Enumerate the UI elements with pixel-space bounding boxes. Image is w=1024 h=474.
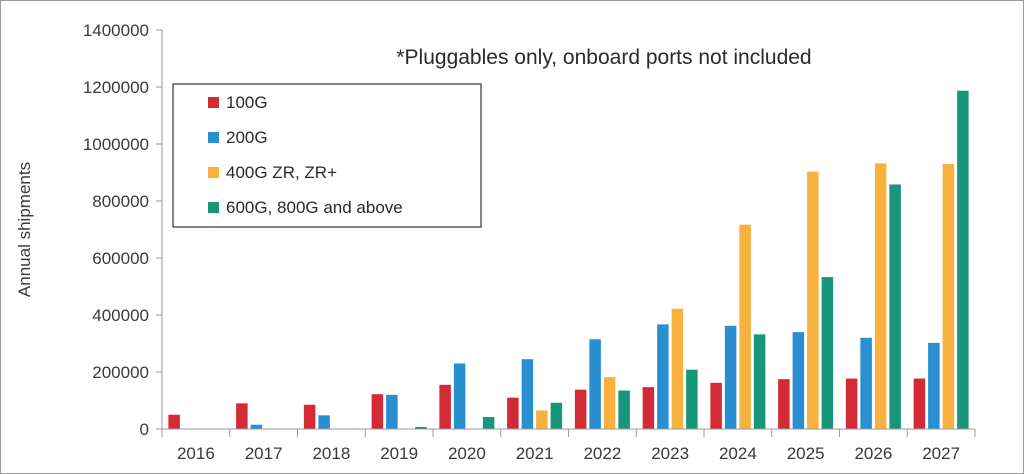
legend-label: 400G ZR, ZR+ [226, 163, 337, 182]
x-axis-ticks: 2016 2017 2018 2019 2020 2021 2022 2023 2024 2025… [177, 444, 960, 463]
bars [168, 90, 969, 430]
bar [657, 324, 669, 429]
bar [536, 410, 548, 429]
y-axis-label: Annual shipments [15, 162, 34, 297]
bar [860, 337, 872, 429]
bar [957, 90, 969, 429]
bar [550, 402, 563, 429]
legend: 100G 200G 400G ZR, ZR+ 600G, 800G and above [172, 83, 482, 228]
bar [913, 378, 926, 429]
bar [574, 389, 587, 429]
bar [521, 359, 534, 429]
x-tick-label: 2017 [245, 444, 283, 463]
y-tick-label: 400000 [92, 306, 149, 325]
bar [739, 224, 751, 429]
bar [792, 332, 805, 429]
y-tick-label: 1000000 [83, 135, 149, 154]
bar [942, 163, 955, 429]
bar [168, 414, 180, 429]
bar [671, 308, 684, 429]
bar [415, 427, 427, 429]
x-tick-label: 2022 [583, 444, 621, 463]
x-tick-label: 2023 [651, 444, 689, 463]
legend-swatch [208, 167, 219, 178]
chart-annotation: *Pluggables only, onboard ports not incl… [396, 46, 811, 69]
bar [928, 342, 940, 429]
bar [874, 163, 887, 429]
legend-label: 600G, 800G and above [226, 198, 403, 217]
bar [318, 415, 330, 429]
x-tick-label: 2019 [380, 444, 418, 463]
bar [821, 277, 834, 429]
bar [603, 377, 616, 429]
x-tick-label: 2016 [177, 444, 215, 463]
x-tick-label: 2027 [922, 444, 960, 463]
bar [618, 390, 630, 429]
bar [439, 384, 451, 429]
x-tick-label: 2020 [448, 444, 486, 463]
y-tick-label: 1400000 [83, 21, 149, 40]
bar [250, 424, 263, 429]
legend-swatch [208, 202, 219, 213]
y-axis-ticks: 0 200000 400000 600000 800000 1000000 1200000 1… [83, 21, 149, 439]
y-tick-label: 200000 [92, 363, 149, 382]
x-tick-label: 2026 [854, 444, 892, 463]
legend-swatch [208, 97, 219, 108]
legend-label: 200G [226, 128, 268, 147]
bar [589, 339, 601, 429]
bar [710, 382, 722, 429]
bar [807, 171, 819, 429]
bar [778, 379, 790, 429]
x-tick-label: 2024 [719, 444, 757, 463]
bar [236, 403, 248, 429]
legend-swatch [208, 132, 219, 143]
bar [507, 397, 519, 429]
bar [753, 334, 766, 429]
x-tick-label: 2025 [787, 444, 825, 463]
bar [303, 404, 316, 429]
x-tick-label: 2021 [516, 444, 554, 463]
legend-label: 100G [226, 93, 268, 112]
bar [453, 363, 466, 429]
y-tick-label: 1200000 [83, 78, 149, 97]
y-tick-label: 600000 [92, 249, 149, 268]
bar [845, 378, 858, 429]
bar [686, 369, 698, 429]
bar [371, 394, 384, 429]
y-tick-label: 800000 [92, 192, 149, 211]
y-tick-label: 0 [140, 420, 149, 439]
bar [482, 417, 495, 429]
bar [889, 184, 901, 429]
bar [724, 325, 737, 429]
x-tick-label: 2018 [312, 444, 350, 463]
bar [386, 394, 398, 429]
axes [156, 29, 976, 437]
legend-box [172, 83, 482, 228]
bar [642, 387, 655, 429]
